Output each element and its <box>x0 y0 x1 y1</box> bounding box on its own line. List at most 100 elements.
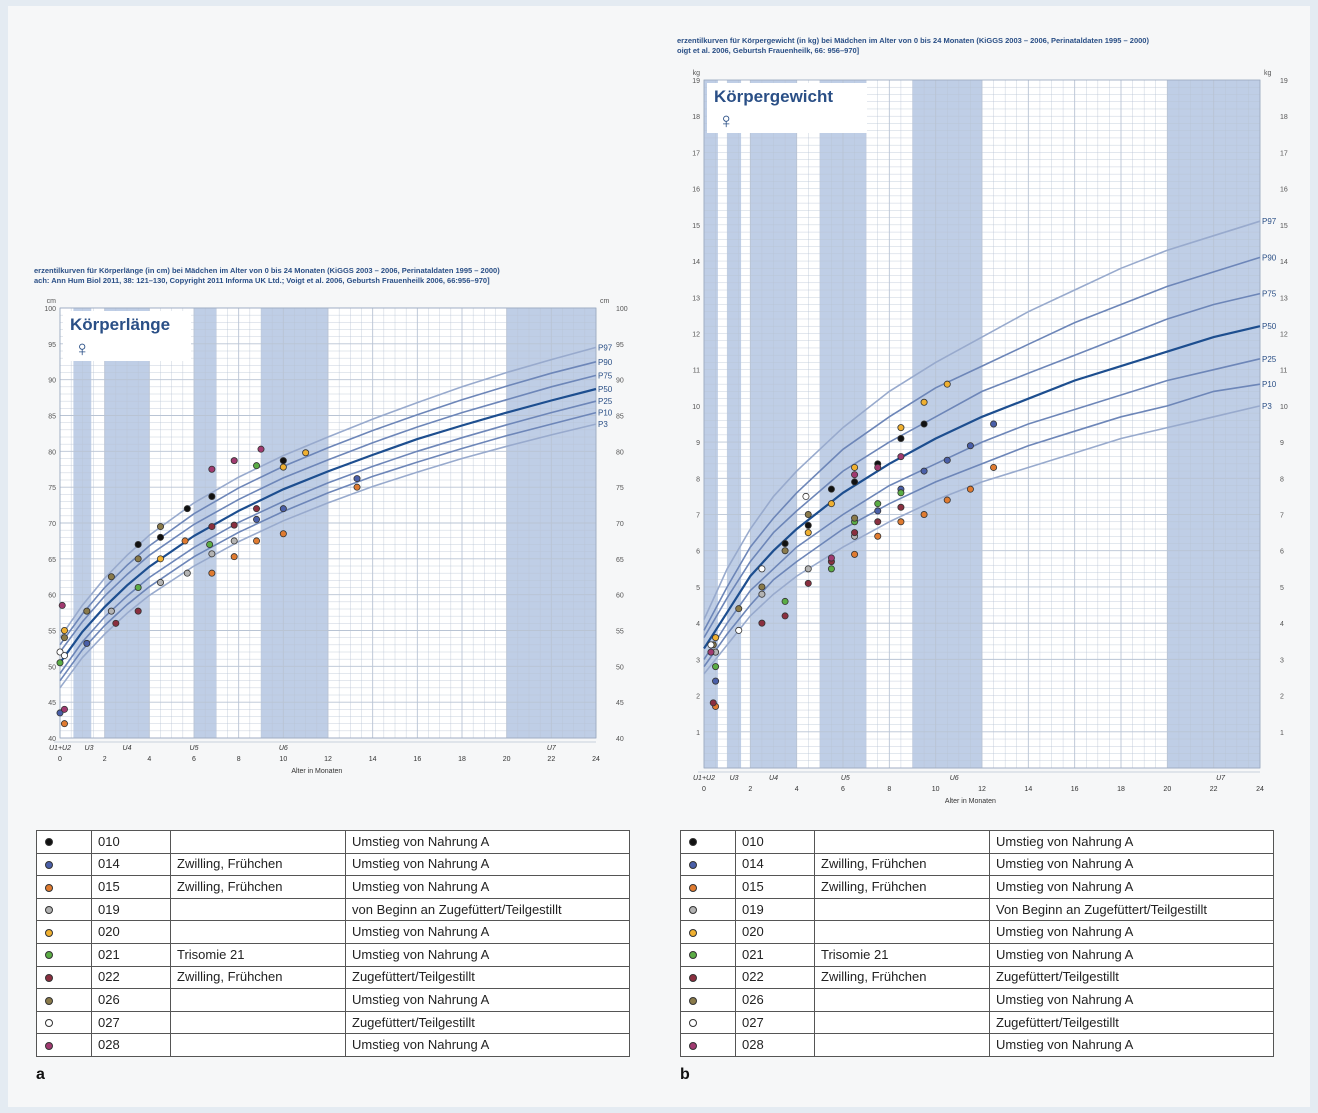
data-point-019 <box>208 550 216 558</box>
legend-feeding: Umstieg von Nahrung A <box>989 920 1274 944</box>
legend-row: 021 Trisomie 21 Umstieg von Nahrung A <box>36 942 630 967</box>
data-point-014 <box>712 677 720 685</box>
y-tick-label-right: 45 <box>616 700 624 707</box>
u-label: U7 <box>1216 775 1226 782</box>
data-point-026 <box>156 523 164 531</box>
legend-row: 022 Zwilling, Frühchen Zugefüttert/Teilges… <box>680 965 1274 990</box>
legend-marker-dot <box>45 838 53 847</box>
y-tick-label-left: 10 <box>692 404 700 411</box>
y-tick-label-left: 1 <box>696 730 700 737</box>
legend-feeding: Zugefüttert/Teilgestillt <box>345 965 630 990</box>
legend-marker-dot <box>45 928 53 937</box>
legend-note <box>814 830 990 854</box>
legend-note <box>814 1010 990 1035</box>
x-tick-label: 18 <box>458 756 466 763</box>
data-point-015 <box>279 530 287 538</box>
legend-marker-dot <box>45 996 53 1005</box>
legend-marker-cell <box>36 830 92 854</box>
legend-marker-cell <box>680 1010 736 1035</box>
legend-marker-dot <box>689 996 697 1005</box>
data-point-022 <box>134 607 142 615</box>
y-tick-label-right: 100 <box>616 306 628 313</box>
y-tick-label-right: 18 <box>1280 114 1288 121</box>
legend-id: 028 <box>735 1033 815 1057</box>
legend-row: 021 Trisomie 21 Umstieg von Nahrung A <box>680 942 1274 967</box>
data-point-022 <box>781 612 789 620</box>
y-tick-label-left: 8 <box>696 476 700 483</box>
y-unit-right: cm <box>600 298 610 305</box>
legend-id: 019 <box>91 897 171 922</box>
y-tick-label-left: 40 <box>48 736 56 743</box>
u-label: U4 <box>123 745 132 752</box>
percentile-curve-p75 <box>59 374 597 653</box>
data-point-015 <box>943 496 951 504</box>
percentile-curve-p75 <box>703 292 1261 639</box>
y-tick-label-left: 70 <box>48 521 56 528</box>
y-tick-label-left: 75 <box>48 485 56 492</box>
data-point-022 <box>230 521 238 529</box>
data-point-028 <box>874 463 882 471</box>
percentile-label-p50: P50 <box>1262 322 1277 331</box>
y-tick-label-left: 16 <box>692 187 700 194</box>
legend-note <box>170 1033 346 1057</box>
y-tick-label-right: 65 <box>616 557 624 564</box>
data-point-020 <box>897 424 905 432</box>
y-unit-right: kg <box>1264 70 1272 77</box>
y-tick-label-right: 14 <box>1280 259 1288 266</box>
data-point-021 <box>134 583 142 591</box>
data-point-022 <box>208 523 216 531</box>
x-tick-label: 6 <box>841 786 845 793</box>
data-point-021 <box>897 489 905 497</box>
data-point-010 <box>851 478 859 486</box>
legend-marker-dot <box>689 928 697 937</box>
legend-note <box>814 1033 990 1057</box>
percentile-label-p97: P97 <box>598 343 613 352</box>
legend-row: 027 Zugefüttert/Teilgestillt <box>36 1010 630 1035</box>
data-point-027 <box>56 648 64 656</box>
legend-row: 019 Von Beginn an Zugefüttert/Teilgestill… <box>680 897 1274 922</box>
x-tick-label: 0 <box>702 786 706 793</box>
data-point-015 <box>897 518 905 526</box>
y-tick-label-left: 18 <box>692 114 700 121</box>
y-tick-label-right: 19 <box>1280 78 1288 85</box>
legend-row: 026 Umstieg von Nahrung A <box>36 988 630 1012</box>
percentile-curve-p97 <box>703 220 1261 620</box>
x-tick-label: 22 <box>547 756 555 763</box>
data-point-021 <box>253 462 261 470</box>
legend-row: 010 Umstieg von Nahrung A <box>680 830 1274 854</box>
title-box <box>707 83 867 133</box>
y-tick-label-right: 1 <box>1280 730 1284 737</box>
legend-id: 015 <box>735 875 815 899</box>
data-point-019 <box>230 537 238 545</box>
data-point-028 <box>257 445 265 453</box>
plot-frame <box>59 307 597 739</box>
legend-row: 014 Zwilling, Frühchen Umstieg von Nahrung… <box>680 852 1274 877</box>
y-tick-label-left: 50 <box>48 664 56 671</box>
y-tick-label-left: 11 <box>693 368 700 375</box>
y-tick-label-right: 6 <box>1280 549 1284 556</box>
x-tick-label: 10 <box>279 756 287 763</box>
data-point-028 <box>208 465 216 473</box>
percentile-label-p75: P75 <box>598 371 613 380</box>
legend-note: Zwilling, Frühchen <box>814 875 990 899</box>
y-tick-label-right: 2 <box>1280 694 1284 701</box>
data-point-022 <box>897 503 905 511</box>
data-point-020 <box>804 529 812 537</box>
legend-marker-dot <box>45 951 53 960</box>
data-point-015 <box>920 511 928 519</box>
data-point-015 <box>181 537 189 545</box>
legend-note <box>814 920 990 944</box>
data-point-014 <box>990 420 998 428</box>
title-box <box>63 311 191 361</box>
data-point-028 <box>851 471 859 479</box>
data-point-020 <box>302 449 310 457</box>
y-tick-label-right: 8 <box>1280 476 1284 483</box>
y-tick-label-left: 6 <box>696 549 700 556</box>
data-point-021 <box>712 663 720 671</box>
legend-feeding: Umstieg von Nahrung A <box>989 988 1274 1012</box>
y-tick-label-left: 80 <box>48 449 56 456</box>
data-point-014 <box>353 475 361 483</box>
data-point-026 <box>851 514 859 522</box>
legend-marker-cell <box>36 852 92 877</box>
